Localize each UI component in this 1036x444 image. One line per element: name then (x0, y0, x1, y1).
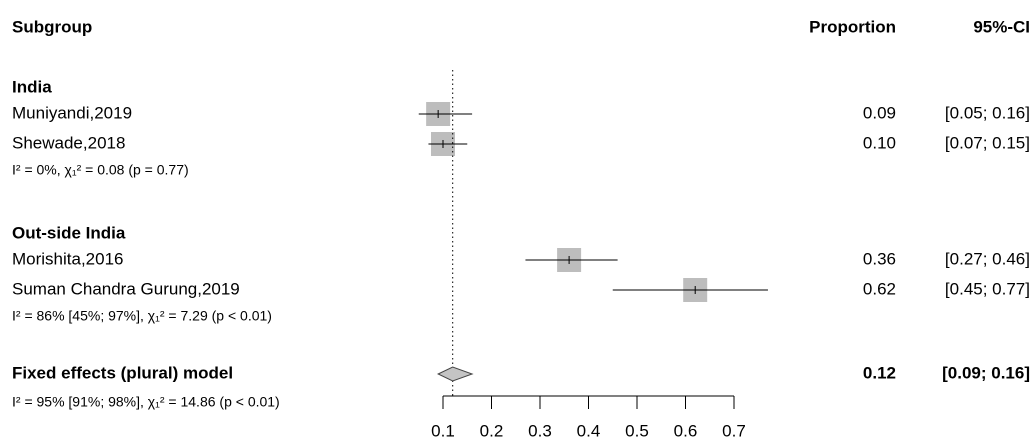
x-tick-label: 0.7 (722, 421, 746, 440)
estimate-label: 0.36 (863, 249, 896, 268)
heterogeneity: I² = 95% [91%; 98%], χ₁² = 14.86 (p < 0.… (12, 394, 280, 410)
study-label: Shewade,2018 (12, 133, 125, 152)
estimate-label: 0.09 (863, 103, 896, 122)
x-tick-label: 0.3 (528, 421, 552, 440)
x-tick-label: 0.4 (577, 421, 601, 440)
x-tick-label: 0.5 (625, 421, 649, 440)
estimate-label: 0.10 (863, 133, 896, 152)
ci-label: [0.07; 0.15] (945, 133, 1030, 152)
ci-label: [0.45; 0.77] (945, 279, 1030, 298)
estimate-label: 0.62 (863, 279, 896, 298)
overall-diamond (436, 366, 474, 382)
group-label: Out-side India (12, 223, 126, 242)
overall-label: Fixed effects (plural) model (12, 363, 233, 382)
overall-estimate: 0.12 (863, 363, 896, 382)
heterogeneity: I² = 86% [45%; 97%], χ₁² = 7.29 (p < 0.0… (12, 308, 272, 324)
study-label: Muniyandi,2019 (12, 103, 132, 122)
ci-label: [0.27; 0.46] (945, 249, 1030, 268)
study-label: Morishita,2016 (12, 249, 124, 268)
column-header: Subgroup (12, 17, 92, 36)
group-label: India (12, 77, 52, 96)
ci-label: [0.05; 0.16] (945, 103, 1030, 122)
study-label: Suman Chandra Gurung,2019 (12, 279, 240, 298)
column-header: 95%-CI (973, 17, 1030, 36)
column-header: Proportion (809, 17, 896, 36)
x-tick-label: 0.2 (480, 421, 504, 440)
x-tick-label: 0.1 (431, 421, 455, 440)
x-tick-label: 0.6 (674, 421, 698, 440)
overall-ci: [0.09; 0.16] (942, 363, 1030, 382)
heterogeneity: I² = 0%, χ₁² = 0.08 (p = 0.77) (12, 162, 189, 178)
